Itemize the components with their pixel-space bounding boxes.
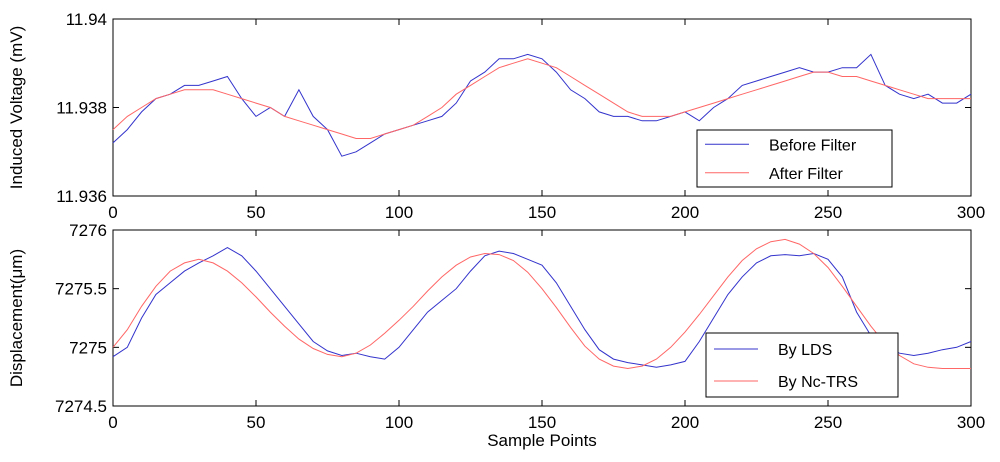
- x-tick-label: 100: [385, 203, 413, 222]
- x-tick-label: 250: [814, 203, 842, 222]
- legend-label: By Nc-TRS: [778, 374, 858, 391]
- y-tick-label: 7274.5: [55, 397, 107, 416]
- y-tick-label: 7275: [69, 338, 107, 357]
- legend: By LDS By Nc-TRS: [705, 332, 899, 398]
- x-tick-label: 200: [671, 203, 699, 222]
- y-tick-label: 11.94: [66, 10, 107, 29]
- x-tick-label: 300: [957, 203, 985, 222]
- y-tick-label: 11.938: [56, 99, 107, 118]
- x-tick-label: 0: [108, 203, 117, 222]
- voltage-panel: 0 50 100 150 200 250 300 11.936 11.938 11.94 Induc…: [7, 10, 985, 222]
- displacement-panel: 0 50 100 150 200 250 300 7274.5 7275 7275.5 7276 Di…: [7, 221, 985, 450]
- x-tick-label: 50: [247, 203, 266, 222]
- legend-label: Before Filter: [769, 137, 857, 154]
- legend-box: [696, 129, 893, 188]
- x-tick-label: 300: [957, 413, 985, 432]
- y-tick-label: 7276: [69, 221, 107, 240]
- x-tick-label: 0: [108, 413, 117, 432]
- legend: Before Filter After Filter: [696, 129, 893, 188]
- legend-box: [705, 332, 899, 398]
- x-axis-label: Sample Points: [487, 431, 597, 450]
- x-tick-label: 100: [385, 413, 413, 432]
- series-line-secondary: [112, 238, 971, 370]
- series-line-secondary: [112, 58, 971, 139]
- legend-label: After Filter: [769, 166, 843, 183]
- y-axis-label: Displacement(μm): [7, 249, 26, 387]
- y-tick-label: 11.936: [56, 187, 107, 206]
- x-tick-label: 150: [528, 413, 556, 432]
- legend-label: By LDS: [778, 342, 832, 359]
- y-axis-label: Induced Voltage (mV): [7, 26, 26, 189]
- x-tick-label: 250: [814, 413, 842, 432]
- x-tick-label: 50: [247, 413, 266, 432]
- x-tick-label: 200: [671, 413, 699, 432]
- x-tick-label: 150: [528, 203, 556, 222]
- series-line-primary: [112, 247, 972, 368]
- y-tick-label: 7275.5: [55, 280, 107, 299]
